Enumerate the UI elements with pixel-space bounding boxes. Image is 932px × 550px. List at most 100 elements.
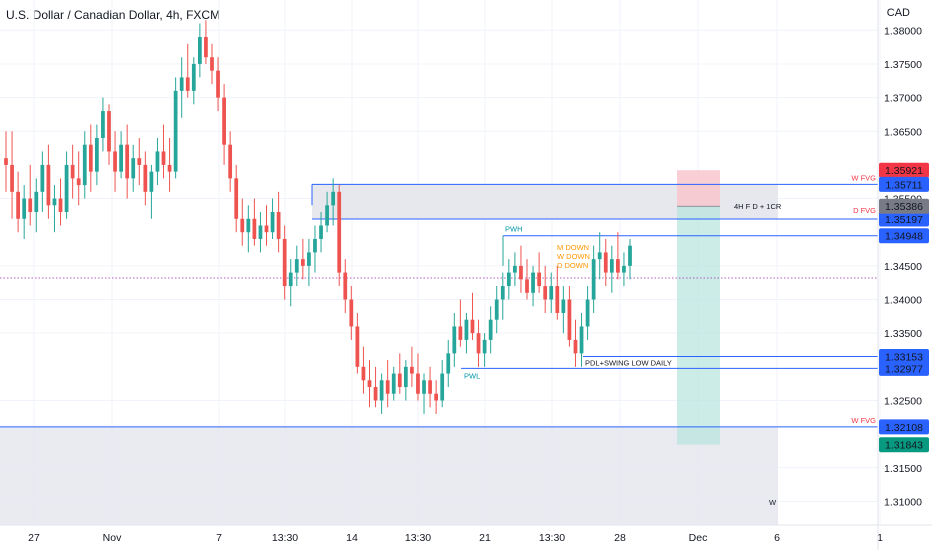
candle-body [300, 259, 305, 266]
candle-body [82, 144, 87, 186]
label-m-down: M DOWN [557, 243, 589, 252]
price-axis-tick: 1.38000 [884, 25, 922, 37]
candle-body [131, 158, 136, 179]
candle-body [628, 245, 632, 266]
candle-body [313, 238, 317, 253]
candle-body [525, 279, 529, 293]
candle-body [337, 191, 342, 273]
label-w-fvg-top: W FVG [851, 173, 876, 182]
candle-body [616, 259, 620, 273]
price-tag-level-bg [879, 228, 929, 244]
price-tag-level: 1.32108 [885, 422, 923, 434]
candle-body [40, 164, 45, 192]
candle-body [355, 326, 360, 367]
label-d-down: D DOWN [557, 261, 588, 270]
candle-body [46, 164, 51, 206]
candle-body [94, 137, 99, 172]
candle-body [22, 198, 27, 219]
time-axis-tick: 27 [28, 532, 40, 544]
candle-body [561, 299, 566, 313]
candle-body [216, 70, 220, 98]
candle-body [494, 299, 499, 320]
time-axis-tick: 13:30 [272, 532, 298, 544]
candle-body [488, 319, 493, 340]
price-axis-tick: 1.32500 [884, 395, 922, 407]
candle-body [88, 144, 93, 172]
candle-body [149, 171, 154, 192]
candle-body [222, 97, 226, 145]
price-tag-target: 1.31843 [885, 440, 923, 452]
candle-body [204, 37, 208, 58]
time-axis-tick: 1 [877, 532, 883, 544]
candle-body [567, 299, 572, 340]
price-tag-level-bg [879, 349, 929, 365]
candle-body [385, 380, 390, 394]
candle-body [391, 373, 396, 394]
time-axis-tick: Nov [103, 532, 122, 544]
time-axis-tick: 7 [216, 532, 222, 544]
candle-body [258, 225, 263, 239]
candle-body [549, 286, 554, 300]
label-pdl-swing-low: PDL+SWING LOW DAILY [585, 359, 672, 368]
candle-body [543, 286, 548, 300]
price-axis-tick: 1.37500 [884, 59, 922, 71]
time-axis-tick: 21 [479, 532, 491, 544]
time-axis-tick: 28 [614, 532, 626, 544]
candle-body [137, 158, 142, 165]
candle-body [609, 259, 614, 273]
candle-body [270, 212, 275, 233]
target-zone [677, 206, 720, 445]
candle-body [603, 252, 608, 273]
time-axis-tick: Dec [689, 532, 708, 544]
price-tag-stop-bg [879, 162, 929, 178]
chart-title: U.S. Dollar / Canadian Dollar, 4h, FXCM [6, 8, 221, 22]
candle-body [531, 272, 535, 293]
label-d-fvg: D FVG [853, 206, 876, 215]
candle-body [331, 191, 336, 206]
candle-body [373, 387, 378, 401]
label-w-down: W DOWN [557, 252, 590, 261]
price-tag-level: 1.34948 [885, 231, 923, 243]
price-axis-tick: 1.31000 [884, 496, 922, 508]
candle-body [579, 326, 584, 354]
price-tag-level: 1.35197 [885, 214, 923, 226]
candle-body [367, 380, 372, 388]
price-tag-level-bg [879, 176, 929, 192]
candle-body [125, 144, 130, 179]
candle-body [276, 212, 281, 239]
candle-body [282, 238, 287, 287]
price-axis-tick: 1.34500 [884, 261, 922, 273]
price-tag-level: 1.32977 [885, 363, 923, 375]
candle-body [537, 272, 542, 287]
price-tag-level: 1.33153 [885, 352, 923, 364]
candle-body [191, 63, 196, 91]
candle-body [555, 286, 560, 313]
price-tag-level-bg [879, 419, 929, 435]
candle-body [64, 164, 69, 213]
candle-body [519, 265, 523, 280]
candle-body [264, 225, 269, 233]
candle-body [416, 373, 420, 394]
candle-body [482, 339, 487, 354]
candle-body [113, 151, 117, 172]
price-tag-entry: 1.35386 [885, 201, 923, 213]
candle-body [52, 198, 57, 206]
candle-body [70, 164, 75, 179]
time-axis-tick: 13:30 [539, 532, 565, 544]
price-tag-target-bg [879, 437, 929, 453]
candle-body [252, 218, 257, 239]
candle-body [397, 373, 402, 388]
candle-body [422, 380, 426, 394]
candle-body [185, 77, 190, 91]
candle-body [622, 265, 626, 273]
price-axis-tick: 1.37000 [884, 93, 922, 105]
candle-body [476, 333, 481, 354]
candle-body [379, 380, 384, 401]
label-w-fvg-bottom: W FVG [851, 416, 876, 425]
candle-body [294, 259, 299, 273]
candle-body [513, 265, 517, 273]
time-axis-tick: 13:30 [405, 532, 431, 544]
candle-body [161, 151, 166, 165]
price-axis-tick: 1.33500 [884, 328, 922, 340]
